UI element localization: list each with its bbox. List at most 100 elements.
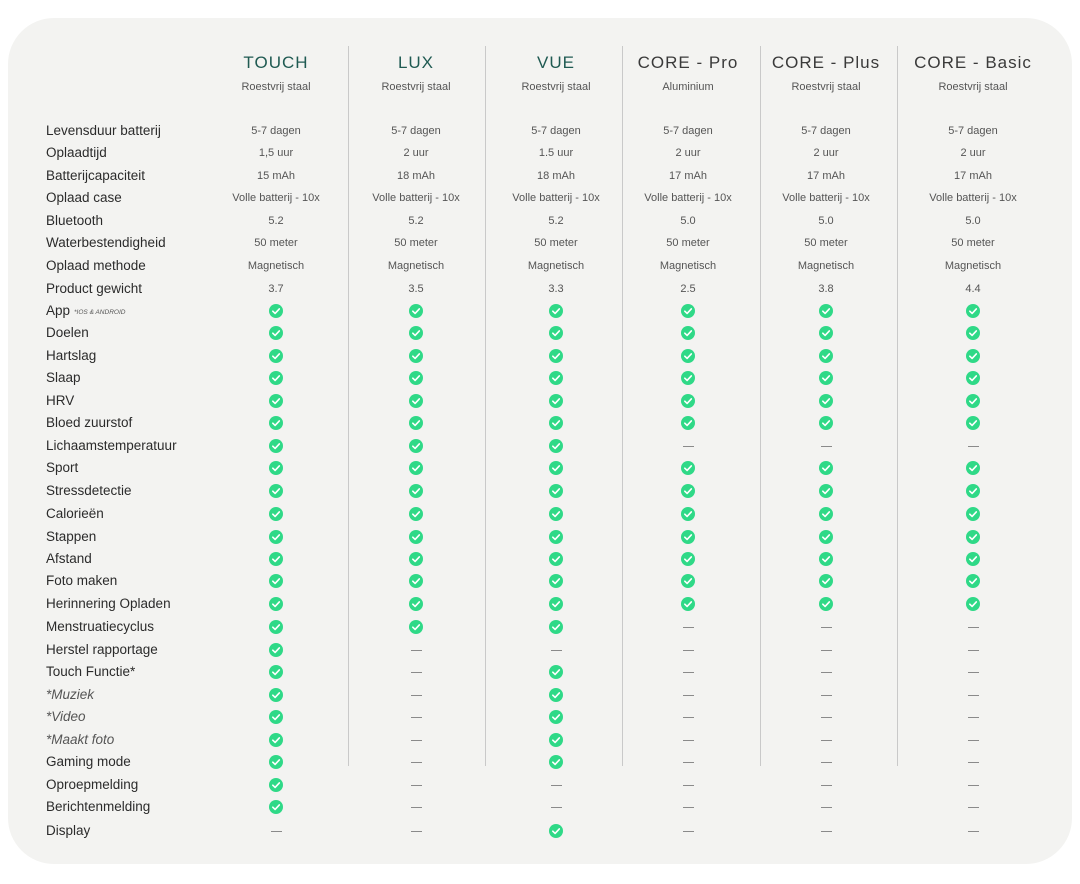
table-cell (904, 778, 1042, 792)
table-cell (904, 755, 1042, 769)
table-cell (207, 304, 345, 319)
table-cell (619, 597, 757, 612)
table-cell (347, 394, 485, 409)
table-cell (487, 530, 625, 545)
table-cell (207, 552, 345, 567)
dash-icon (967, 806, 979, 808)
dash-icon (967, 830, 979, 832)
cell-value: 4.4 (965, 283, 981, 295)
table-cell (619, 394, 757, 409)
table-cell: 5.0 (757, 214, 895, 228)
dash-icon (820, 761, 832, 763)
check-circle-icon (269, 349, 283, 364)
dash-icon (682, 830, 694, 832)
table-cell (904, 574, 1042, 589)
table-cell (757, 326, 895, 341)
check-circle-icon (269, 416, 283, 431)
table-cell: 3.7 (207, 282, 345, 296)
table-cell (619, 800, 757, 814)
cell-value: 17 mAh (669, 170, 707, 182)
table-cell (207, 733, 345, 748)
product-material: Roestvrij staal (381, 81, 451, 93)
check-circle-icon (549, 326, 563, 341)
dash-icon (820, 806, 832, 808)
row-label: Bluetooth (46, 213, 103, 229)
cell-value: 5-7 dagen (391, 125, 441, 137)
check-circle-icon (681, 349, 695, 364)
check-circle-icon (549, 507, 563, 522)
check-circle-icon (549, 461, 563, 476)
dash-icon (682, 445, 694, 447)
table-cell: Volle batterij - 10x (904, 191, 1042, 205)
table-cell (207, 439, 345, 454)
product-header: LUX Roestvrij staal (347, 52, 485, 94)
cell-value: Magnetisch (659, 260, 717, 272)
dash-icon (682, 761, 694, 763)
row-label: Oplaad methode (46, 258, 146, 274)
dash-icon (967, 784, 979, 786)
check-circle-icon (269, 484, 283, 499)
row-label: *Video (46, 709, 86, 725)
table-cell (487, 349, 625, 364)
row-label-text: HRV (46, 393, 75, 408)
check-circle-icon (819, 530, 833, 545)
dash-icon (410, 784, 422, 786)
table-cell (757, 394, 895, 409)
table-cell: 5-7 dagen (619, 124, 757, 138)
table-cell (619, 552, 757, 567)
table-cell (757, 574, 895, 589)
row-label-text: App (46, 303, 71, 318)
product-material: Aluminium (662, 81, 714, 93)
check-circle-icon (409, 461, 423, 476)
row-label-text: Touch Functie* (46, 664, 136, 679)
row-label: App *IOS & ANDROID (46, 303, 125, 321)
check-circle-icon (966, 574, 980, 589)
table-cell (904, 643, 1042, 657)
dash-icon (410, 649, 422, 651)
table-cell (904, 665, 1042, 679)
table-cell (347, 326, 485, 341)
table-cell: Volle batterij - 10x (757, 191, 895, 205)
dash-icon (967, 694, 979, 696)
table-cell: 3.5 (347, 282, 485, 296)
table-cell (757, 620, 895, 634)
table-cell (487, 643, 625, 657)
product-name: CORE - Basic (914, 53, 1032, 72)
table-cell (619, 643, 757, 657)
table-cell: 18 mAh (487, 169, 625, 183)
table-cell (904, 597, 1042, 612)
dash-icon (682, 649, 694, 651)
row-label-text: Bluetooth (46, 213, 104, 228)
check-circle-icon (966, 552, 980, 567)
check-circle-icon (269, 530, 283, 545)
table-cell (207, 326, 345, 341)
table-cell (487, 326, 625, 341)
check-circle-icon (269, 755, 283, 770)
dash-icon (967, 445, 979, 447)
row-label: Stressdetectie (46, 483, 132, 499)
row-label: Menstruatiecyclus (46, 619, 154, 635)
cell-value: 2 uur (960, 147, 986, 159)
column-divider (485, 46, 486, 766)
dash-icon (967, 671, 979, 673)
table-cell (757, 416, 895, 431)
check-circle-icon (966, 461, 980, 476)
row-label-text: Berichtenmelding (46, 799, 151, 814)
row-label-text: Bloed zuurstof (46, 415, 133, 430)
cell-value: 1.5 uur (538, 147, 574, 159)
table-cell (347, 552, 485, 567)
table-cell (757, 371, 895, 386)
cell-value: 5.2 (408, 215, 424, 227)
check-circle-icon (549, 416, 563, 431)
table-cell (207, 530, 345, 545)
row-label: HRV (46, 393, 74, 409)
column-divider (760, 46, 761, 766)
dash-icon (820, 649, 832, 651)
check-circle-icon (269, 394, 283, 409)
table-cell (904, 439, 1042, 453)
table-cell (207, 507, 345, 522)
table-cell (757, 778, 895, 792)
check-circle-icon (549, 824, 563, 839)
check-circle-icon (549, 304, 563, 319)
dash-icon (410, 830, 422, 832)
